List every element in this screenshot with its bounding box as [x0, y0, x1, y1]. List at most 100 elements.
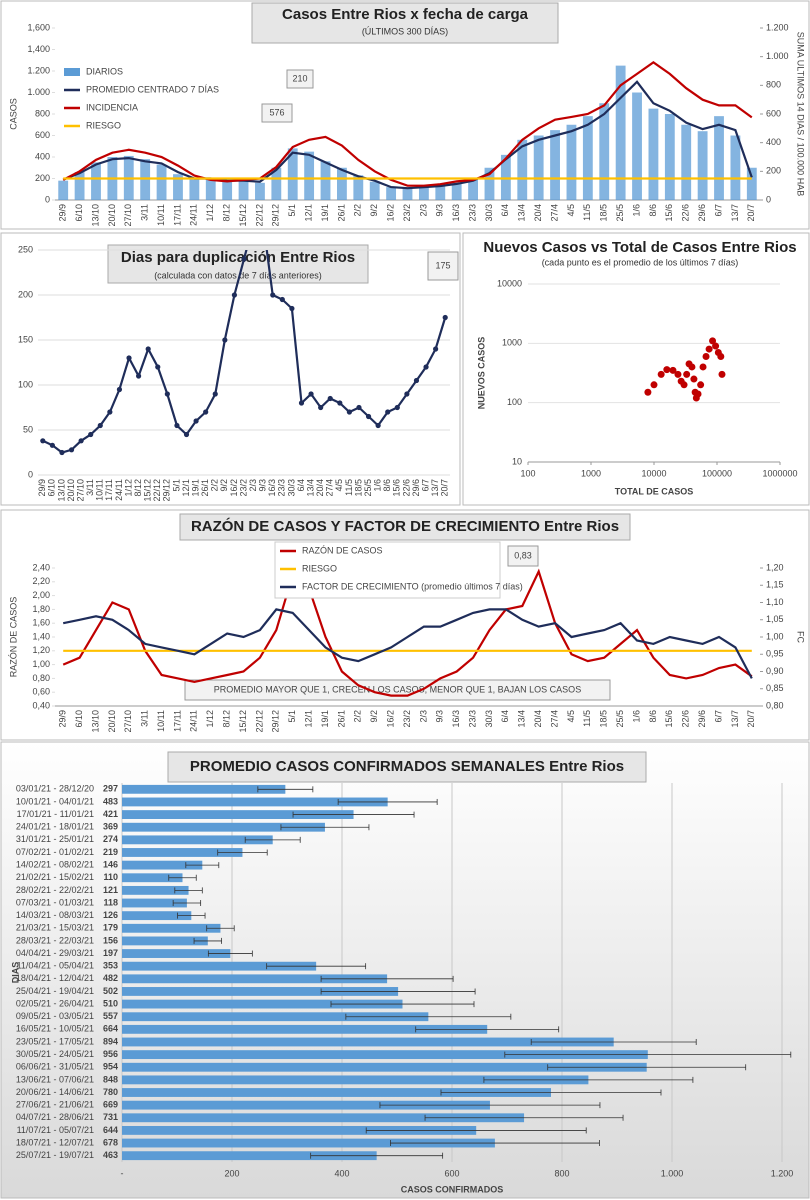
x-tick-label: 2/2 — [210, 479, 220, 492]
y2-axis-label: FC — [796, 631, 806, 643]
bar — [648, 108, 659, 200]
y-tick-label: 600 — [35, 130, 50, 140]
bar — [697, 131, 708, 200]
bar — [122, 1088, 551, 1097]
y-tick-label: 1,00 — [32, 659, 50, 669]
legend-label: RIESGO — [302, 563, 337, 573]
point — [308, 391, 314, 397]
point — [650, 381, 658, 389]
y-tick-label: 18/04/21 - 12/04/21 — [16, 973, 94, 983]
annotation: 576 — [269, 107, 284, 117]
series-line — [62, 61, 753, 187]
y-tick-label: 1,600 — [27, 22, 50, 32]
bar — [122, 810, 354, 820]
x-tick-label: 13/10 — [90, 204, 100, 227]
point — [279, 296, 285, 303]
x-tick-label: 20/10 — [107, 710, 117, 733]
point — [423, 364, 429, 370]
y-axis-label: DIAS — [10, 962, 20, 984]
x-tick-label: 20/7 — [440, 479, 450, 497]
x-tick-label: 8/6 — [382, 479, 392, 492]
title-box — [179, 513, 631, 541]
bar — [122, 885, 189, 895]
y-tick-label: 11/04/21 - 05/04/21 — [17, 961, 94, 971]
point — [346, 409, 352, 415]
x-tick-label: 17/11 — [172, 204, 182, 226]
point — [59, 449, 65, 456]
x-tick-label: 5/1 — [171, 479, 181, 492]
x-tick-label: 29/12 — [271, 710, 281, 733]
x-tick-label: 400 — [334, 1168, 349, 1178]
x-tick-label: 22/12 — [254, 204, 264, 227]
point — [241, 256, 247, 262]
legend-label: PROMEDIO CENTRADO 7 DÍAS — [86, 84, 219, 94]
y-tick-label: 06/06/21 - 31/05/21 — [16, 1062, 94, 1072]
x-tick-label: 23/3 — [467, 204, 477, 222]
bar — [91, 162, 101, 200]
y-tick-label: 0,60 — [32, 687, 50, 697]
x-tick-label: 3/11 — [140, 710, 150, 727]
y-tick-label: 21/02/21 - 15/02/21 — [16, 872, 94, 882]
x-tick-label: 6/10 — [74, 204, 84, 222]
x-tick-label: 1/12 — [123, 479, 133, 497]
y-tick-label: 07/02/21 - 01/02/21 — [16, 847, 94, 857]
value-label: 669 — [103, 1100, 118, 1110]
value-label: 179 — [103, 923, 118, 933]
bar — [566, 124, 577, 200]
legend-label: FACTOR DE CRECIMIENTO (promedio últimos … — [302, 581, 523, 591]
y-tick-label: 200 — [18, 289, 33, 299]
chart-subtitle: (calculada con datos de 7 días anteriore… — [154, 270, 322, 280]
annotation: 0,83 — [514, 550, 532, 560]
y-tick-label: 20/06/21 - 14/06/21 — [16, 1087, 94, 1097]
x-tick-label: 13/4 — [305, 479, 315, 497]
x-tick-label: 13/4 — [517, 710, 527, 728]
y-tick-label: 10 — [512, 456, 522, 466]
bar — [122, 936, 208, 946]
x-tick-label: 8/6 — [648, 710, 658, 723]
x-tick-label: 9/2 — [219, 479, 229, 492]
y2-tick-label: 1,20 — [766, 562, 784, 572]
point — [657, 370, 665, 378]
chart-subtitle: (cada punto es el promedio de los último… — [542, 257, 739, 267]
x-tick-label: 29/6 — [411, 479, 421, 497]
annotation-box — [427, 251, 459, 281]
y-tick-label: 25/07/21 - 19/07/21 — [16, 1150, 94, 1160]
value-label: 421 — [103, 809, 118, 819]
value-label: 780 — [103, 1087, 118, 1097]
x-tick-label: 800 — [554, 1168, 569, 1178]
x-tick-label: 1/6 — [631, 710, 641, 723]
x-tick-label: 26/1 — [336, 204, 346, 222]
point — [174, 422, 180, 429]
x-tick-label: 8/12 — [133, 479, 143, 497]
plot-area — [62, 568, 753, 697]
value-label: 121 — [103, 885, 118, 895]
y2-tick-label: 1,00 — [766, 631, 784, 641]
x-tick-label: 12/1 — [304, 204, 314, 222]
x-tick-label: 12/1 — [304, 710, 314, 728]
legend-box — [274, 541, 501, 599]
y-tick-label: 1,20 — [32, 645, 50, 655]
bar — [122, 987, 399, 996]
y-tick-label: 13/06/21 - 07/06/21 — [16, 1074, 94, 1084]
point — [298, 400, 305, 406]
series-line — [62, 80, 753, 190]
point — [702, 352, 710, 360]
value-label: 678 — [103, 1137, 118, 1147]
point — [164, 391, 170, 397]
x-tick-label: 26/1 — [200, 479, 210, 497]
bar — [122, 873, 183, 883]
x-tick-label: 1.000 — [661, 1168, 684, 1178]
bar — [337, 167, 347, 200]
bar — [122, 949, 231, 958]
x-tick-label: 17/11 — [104, 479, 114, 501]
legend-label: RAZÓN DE CASOS — [302, 545, 383, 555]
value-label: 274 — [103, 834, 118, 844]
value-label: 510 — [103, 998, 118, 1008]
point — [365, 413, 372, 420]
x-tick-label: 8/12 — [222, 710, 232, 728]
x-tick-label: 25/5 — [615, 204, 625, 222]
x-tick-label: 15/6 — [664, 204, 674, 222]
x-tick-label: 30/3 — [286, 479, 296, 497]
series-line — [62, 568, 753, 697]
